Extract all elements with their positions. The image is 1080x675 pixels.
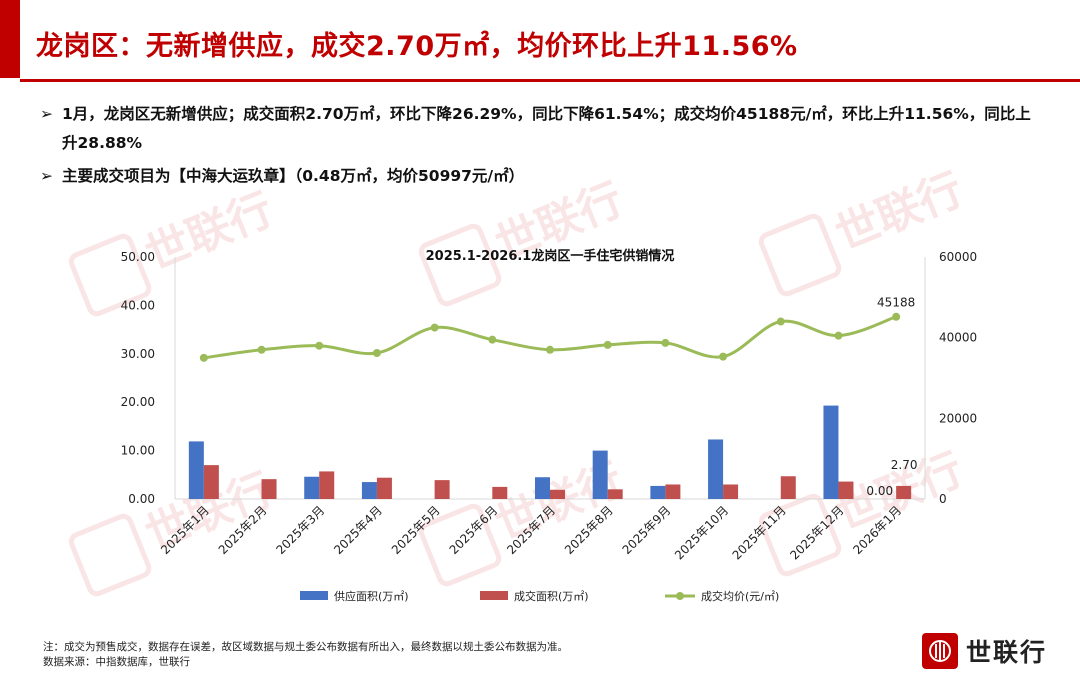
bar-sales	[550, 489, 565, 499]
bar-sales	[607, 489, 623, 499]
legend-label: 供应面积(万㎡)	[334, 589, 409, 603]
bar-sales	[780, 476, 796, 499]
price-point	[892, 312, 901, 321]
y-left-tick-label: 20.00	[121, 395, 155, 409]
x-tick-label: 2025年10月	[672, 503, 731, 562]
arrow-bullet-icon: ➢	[40, 167, 53, 185]
bullet-item: ➢ 1月，龙岗区无新增供应；成交面积2.70万㎡，环比下降26.29%，同比下降…	[40, 100, 1040, 158]
bar-sales	[376, 477, 392, 499]
price-point	[372, 348, 381, 357]
bar-sales	[261, 479, 277, 499]
brand-logo: 世联行	[922, 633, 1047, 669]
price-point	[546, 345, 554, 354]
price-point	[661, 338, 670, 347]
bar-sales	[434, 480, 450, 499]
bar-supply	[823, 405, 839, 499]
bar-sales	[896, 485, 912, 499]
data-label: 0.00	[866, 484, 893, 498]
x-tick-label: 2025年9月	[620, 503, 674, 557]
price-point	[430, 323, 439, 332]
y-left-tick-label: 50.00	[121, 250, 155, 264]
price-point	[199, 353, 208, 362]
price-point	[488, 335, 497, 344]
y-left-tick-label: 30.00	[121, 347, 155, 361]
y-right-tick-label: 0	[939, 492, 947, 506]
x-tick-label: 2025年11月	[730, 503, 789, 562]
legend-marker	[676, 592, 684, 600]
y-right-tick-label: 20000	[939, 411, 977, 425]
brand-logo-text: 世联行	[966, 638, 1048, 667]
bar-supply	[304, 476, 320, 499]
legend-swatch	[300, 591, 328, 600]
x-tick-label: 2025年3月	[273, 503, 327, 557]
summary-bullets: ➢ 1月，龙岗区无新增供应；成交面积2.70万㎡，环比下降26.29%，同比下降…	[40, 100, 1040, 195]
price-point	[776, 317, 785, 326]
y-left-tick-label: 40.00	[121, 298, 155, 312]
y-left-tick-label: 0.00	[128, 492, 155, 506]
x-tick-label: 2025年12月	[787, 503, 846, 562]
bar-sales	[723, 484, 739, 499]
legend-label: 成交面积(万㎡)	[514, 589, 589, 603]
title-divider	[20, 79, 1080, 82]
bar-supply	[361, 482, 377, 499]
bar-supply	[592, 450, 608, 499]
bar-supply	[188, 441, 204, 499]
bar-sales	[838, 481, 854, 499]
x-tick-label: 2025年4月	[331, 503, 385, 557]
x-tick-label: 2025年2月	[216, 503, 270, 557]
arrow-bullet-icon: ➢	[40, 105, 53, 123]
bar-sales	[665, 484, 681, 499]
bar-sales	[492, 486, 508, 499]
price-point	[257, 345, 266, 354]
bar-supply	[650, 485, 666, 499]
bullet-item: ➢ 主要成交项目为【中海大运玖章】（0.48万㎡，均价50997元/㎡）	[40, 162, 1040, 191]
bar-supply	[708, 439, 724, 499]
brand-logo-icon	[922, 633, 958, 669]
price-point	[834, 331, 843, 340]
data-label: 45188	[877, 296, 915, 310]
x-tick-label: 2025年5月	[389, 503, 443, 557]
x-tick-label: 2025年1月	[158, 503, 212, 557]
x-tick-label: 2025年8月	[562, 503, 616, 557]
y-right-tick-label: 40000	[939, 331, 977, 345]
title-accent-bar	[0, 0, 20, 78]
legend-swatch	[480, 591, 508, 600]
x-tick-label: 2026年1月	[850, 503, 904, 557]
x-tick-label: 2025年7月	[504, 503, 558, 557]
y-right-tick-label: 60000	[939, 250, 977, 264]
slide-title: 龙岗区：无新增供应，成交2.70万㎡，均价环比上升11.56%	[36, 31, 798, 62]
footnote: 注：成交为预售成交，数据存在误差，故区域数据与规土委公布数据有所出入，最终数据以…	[43, 641, 568, 668]
bar-supply	[535, 477, 550, 499]
bar-sales	[319, 471, 335, 499]
chart-title: 2025.1-2026.1龙岗区一手住宅供销情况	[426, 248, 675, 264]
price-point	[719, 352, 728, 361]
price-point	[603, 340, 612, 349]
y-left-tick-label: 10.00	[121, 444, 155, 458]
data-label: 2.70	[891, 458, 918, 472]
bar-sales	[203, 465, 219, 499]
x-tick-label: 2025年6月	[447, 503, 501, 557]
price-point	[315, 341, 324, 350]
legend-label: 成交均价(元/㎡)	[701, 589, 779, 603]
